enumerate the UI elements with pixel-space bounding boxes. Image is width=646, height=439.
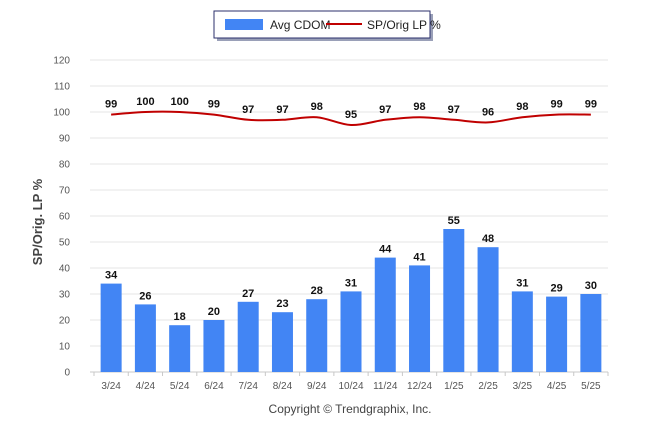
y-tick-label: 20 (59, 316, 71, 327)
bar-value-label: 28 (311, 285, 323, 297)
bar-9-24 (306, 299, 328, 372)
bar-4-25 (546, 296, 568, 372)
bar-value-label: 29 (550, 283, 562, 295)
bar-5-24 (169, 325, 191, 372)
x-tick-label: 4/25 (547, 381, 567, 392)
line-value-label: 99 (550, 99, 562, 111)
x-tick-label: 12/24 (407, 381, 432, 392)
bar-value-label: 55 (448, 215, 460, 227)
legend-label-avg-cdom: Avg CDOM (270, 18, 330, 32)
line-value-label: 98 (413, 101, 425, 113)
bar-12-24 (409, 265, 431, 372)
line-value-label: 100 (170, 96, 188, 108)
bar-6-24 (203, 320, 225, 372)
line-value-label: 97 (379, 104, 391, 116)
x-tick-label: 10/24 (338, 381, 363, 392)
x-tick-label: 5/24 (170, 381, 190, 392)
legend: Avg CDOM SP/Orig LP % (213, 10, 441, 41)
bar-4-24 (134, 304, 156, 372)
bar-value-label: 27 (242, 288, 254, 300)
bar-7-24 (237, 301, 259, 372)
bar-8-24 (271, 312, 293, 372)
bar-3-25 (511, 291, 533, 372)
y-tick-label: 80 (59, 160, 71, 171)
line-value-label: 99 (105, 99, 117, 111)
line-value-label: 97 (276, 104, 288, 116)
x-tick-label: 9/24 (307, 381, 327, 392)
y-tick-label: 110 (54, 82, 70, 93)
x-tick-label: 6/24 (204, 381, 224, 392)
bar-5-25 (580, 294, 602, 372)
bar-value-label: 23 (276, 298, 288, 310)
x-tick-label: 3/25 (513, 381, 533, 392)
y-tick-label: 50 (59, 238, 71, 249)
y-tick-label: 70 (59, 186, 71, 197)
bar-value-label: 34 (105, 270, 118, 282)
legend-swatch-avg-cdom (225, 19, 263, 30)
line-value-label: 99 (208, 99, 220, 111)
data-labels: 34 26 18 20 27 23 28 31 44 41 55 48 31 29 30 99 100 100 99… (105, 96, 597, 323)
line-value-label: 100 (136, 96, 154, 108)
legend-label-sp-orig-lp: SP/Orig LP % (367, 18, 441, 32)
line-value-label: 98 (516, 101, 528, 113)
line-value-label: 96 (482, 106, 494, 118)
bar-value-label: 48 (482, 233, 494, 245)
y-tick-label: 60 (59, 212, 71, 223)
bar-10-24 (340, 291, 362, 372)
x-tick-label: 4/24 (136, 381, 156, 392)
line-series-sp-orig-lp (111, 110, 591, 127)
bar-value-label: 31 (345, 277, 357, 289)
y-axis-title: SP/Orig. LP % (30, 178, 45, 265)
bar-value-label: 31 (516, 277, 528, 289)
bar-value-label: 18 (174, 311, 186, 323)
y-tick-label: 100 (53, 108, 70, 119)
x-axis: 3/24 4/24 5/24 6/24 7/24 8/24 9/24 10/24 11/24 12… (93, 372, 609, 392)
line-value-label: 97 (448, 104, 460, 116)
x-tick-label: 8/24 (273, 381, 293, 392)
y-tick-label: 90 (59, 134, 71, 145)
bar-value-label: 41 (413, 251, 425, 263)
x-tick-label: 3/24 (101, 381, 121, 392)
x-tick-label: 1/25 (444, 381, 464, 392)
line-value-label: 99 (585, 99, 597, 111)
bar-series-avg-cdom (100, 229, 602, 372)
bar-1-25 (443, 229, 465, 372)
bar-3-24 (100, 283, 122, 372)
y-tick-label: 10 (59, 342, 71, 353)
x-tick-label: 11/24 (373, 381, 398, 392)
y-tick-label: 40 (59, 264, 71, 275)
y-tick-label: 30 (59, 290, 71, 301)
line-value-label: 97 (242, 104, 254, 116)
copyright-text: Copyright © Trendgraphix, Inc. (269, 402, 432, 416)
bar-value-label: 44 (379, 244, 392, 256)
line-path-sp-orig-lp (111, 110, 591, 127)
line-value-label: 95 (345, 109, 357, 121)
x-tick-label: 5/25 (581, 381, 601, 392)
y-tick-label: 0 (64, 368, 70, 379)
y-tick-label: 120 (53, 56, 70, 67)
bar-value-label: 26 (139, 290, 151, 302)
x-tick-label: 2/25 (478, 381, 498, 392)
bar-11-24 (374, 257, 396, 372)
bar-2-25 (477, 247, 499, 372)
x-tick-label: 7/24 (238, 381, 258, 392)
line-value-label: 98 (311, 101, 323, 113)
bar-value-label: 30 (585, 280, 597, 292)
bar-value-label: 20 (208, 306, 220, 318)
